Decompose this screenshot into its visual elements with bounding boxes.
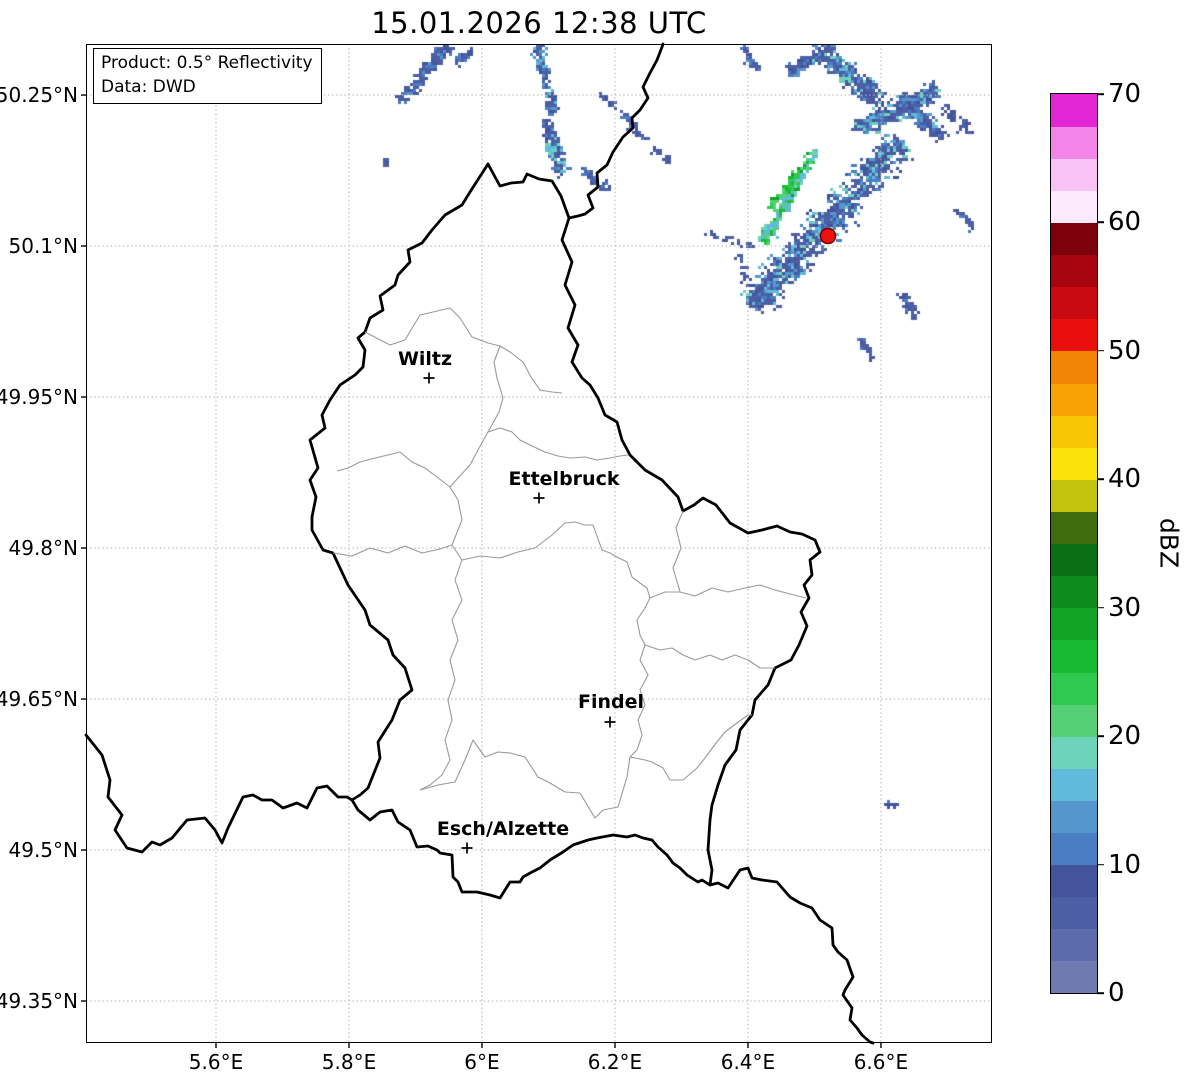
colorbar-segment — [1051, 479, 1097, 512]
colorbar-segment — [1051, 318, 1097, 352]
colorbar-tickmark — [1097, 606, 1104, 609]
canton-border — [419, 486, 463, 791]
x-tick-label: 6.4°E — [720, 1050, 776, 1074]
canton-border — [419, 714, 752, 819]
x-tick-label: 6.2°E — [587, 1050, 643, 1074]
colorbar-segment — [1051, 896, 1097, 930]
y-tick-label: 49.95°N — [0, 385, 78, 410]
product-info-line1: Product: 0.5° Reflectivity — [101, 53, 313, 73]
colorbar-segment — [1051, 671, 1097, 705]
y-tick-label: 50.1°N — [8, 234, 79, 259]
x-tick-label: 6°E — [464, 1050, 500, 1074]
y-tick-label: 49.8°N — [8, 536, 79, 561]
city-label-wiltz: Wiltz — [397, 348, 453, 370]
colorbar-tickmark — [1097, 221, 1104, 224]
city-label-findel: Findel — [577, 691, 645, 713]
colorbar-segment — [1051, 158, 1097, 191]
map-title: 15.01.2026 12:38 UTC — [371, 6, 707, 40]
colorbar-segment — [1051, 222, 1097, 256]
colorbar-segment — [1051, 575, 1097, 609]
colorbar-segment — [1051, 800, 1097, 834]
canton-border — [461, 521, 651, 646]
canton-border — [649, 584, 807, 599]
colorbar-segments — [1051, 94, 1097, 994]
colorbar-tick-label: 70 — [1108, 79, 1142, 109]
colorbar-tickmark — [1097, 863, 1104, 866]
colorbar-segment — [1051, 543, 1097, 577]
colorbar-segment — [1051, 511, 1097, 545]
colorbar-segment — [1051, 190, 1097, 224]
colorbar — [1050, 93, 1098, 994]
colorbar-segment — [1051, 864, 1097, 898]
colorbar-segment — [1051, 415, 1097, 448]
city-label-esch-alzette: Esch/Alzette — [436, 818, 570, 840]
colorbar-segment — [1051, 607, 1097, 641]
colorbar-tick-label: 60 — [1108, 207, 1142, 238]
colorbar-tickmark — [1097, 478, 1104, 481]
city-marker — [533, 492, 545, 504]
colorbar-tick-label: 20 — [1108, 721, 1142, 752]
radar-site-marker — [819, 227, 837, 245]
map-plot-area — [86, 44, 992, 1043]
colorbar-segment — [1051, 286, 1097, 320]
y-tick-label: 49.5°N — [8, 838, 79, 863]
colorbar-segment — [1051, 736, 1097, 769]
y-tick-label: 49.35°N — [0, 989, 78, 1014]
colorbar-tick-label: 10 — [1108, 849, 1142, 880]
colorbar-tickmark — [1097, 735, 1104, 737]
colorbar-tickmark — [1097, 93, 1104, 95]
colorbar-segment — [1051, 928, 1097, 962]
city-marker — [604, 716, 616, 728]
x-tick-label: 5.8°E — [321, 1050, 377, 1074]
canton-border — [629, 644, 649, 758]
y-tick-label: 49.65°N — [0, 687, 78, 712]
city-label-ettelbruck: Ettelbruck — [508, 468, 620, 490]
colorbar-border — [1050, 93, 1098, 994]
city-marker — [423, 372, 435, 384]
colorbar-tick-label: 50 — [1108, 335, 1142, 366]
x-tick-label: 5.6°E — [188, 1050, 244, 1074]
canton-border — [487, 427, 629, 461]
colorbar-segment — [1051, 768, 1097, 801]
canton-border — [364, 307, 563, 394]
colorbar-segment — [1051, 639, 1097, 673]
colorbar-segment — [1051, 126, 1097, 159]
colorbar-segment — [1051, 254, 1097, 288]
canton-border — [644, 644, 775, 669]
product-info-line2: Data: DWD — [101, 77, 196, 98]
country-border — [84, 733, 354, 854]
product-info-box: Product: 0.5° Reflectivity Data: DWD — [93, 48, 322, 105]
colorbar-tickmark — [1097, 992, 1104, 994]
luxembourg-border — [308, 162, 822, 900]
colorbar-segment — [1051, 960, 1097, 994]
colorbar-segment — [1051, 704, 1097, 737]
colorbar-segment — [1051, 94, 1097, 127]
city-marker — [461, 842, 473, 854]
colorbar-tick-label: 30 — [1108, 592, 1142, 623]
colorbar-tickmark — [1097, 350, 1104, 352]
canton-border — [332, 544, 453, 557]
colorbar-segment — [1051, 832, 1097, 866]
colorbar-tick-label: 40 — [1108, 464, 1142, 495]
x-tick-label: 6.6°E — [853, 1050, 909, 1074]
colorbar-unit-label: dBZ — [1154, 517, 1184, 569]
colorbar-tick-label: 0 — [1108, 978, 1125, 1008]
radar-echo-layer — [86, 44, 992, 1043]
colorbar-segment — [1051, 447, 1097, 480]
y-tick-label: 50.25°N — [0, 83, 78, 108]
colorbar-segment — [1051, 350, 1097, 384]
country-border — [708, 866, 875, 1045]
country-border — [567, 42, 665, 220]
colorbar-segment — [1051, 382, 1097, 416]
canton-border — [672, 510, 684, 593]
